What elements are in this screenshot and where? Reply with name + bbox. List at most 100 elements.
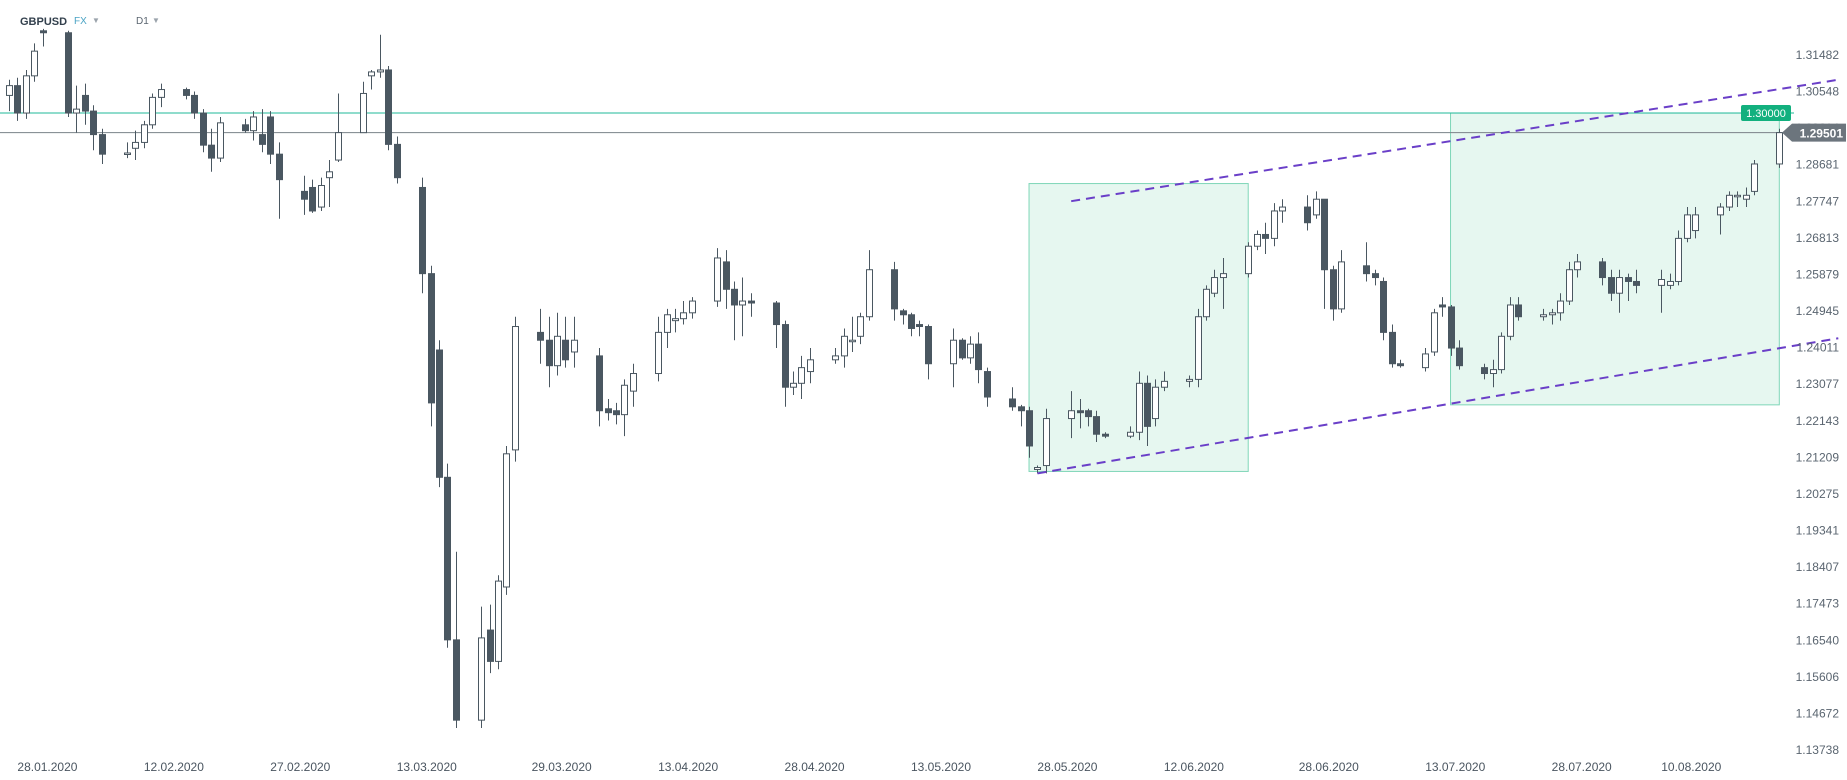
channel-trendline[interactable] (1071, 78, 1839, 203)
candle[interactable] (984, 367, 991, 407)
candle[interactable] (444, 463, 451, 648)
candle[interactable] (428, 265, 435, 427)
candle[interactable] (267, 111, 274, 164)
candle[interactable] (1616, 269, 1623, 313)
candle[interactable] (672, 308, 679, 333)
candle[interactable] (90, 105, 97, 151)
candle[interactable] (1566, 261, 1573, 305)
candle[interactable] (149, 93, 156, 129)
candle[interactable] (183, 87, 190, 100)
candle[interactable] (1161, 371, 1168, 392)
candle[interactable] (1018, 404, 1025, 427)
candle[interactable] (866, 250, 873, 321)
candle[interactable] (1515, 297, 1522, 321)
candle[interactable] (503, 445, 510, 595)
candle[interactable] (217, 116, 224, 163)
candle[interactable] (748, 293, 755, 317)
candle[interactable] (301, 175, 308, 215)
level-badge[interactable]: 1.30000 (1741, 105, 1791, 122)
candle[interactable] (309, 179, 316, 213)
candle[interactable] (1195, 308, 1202, 388)
candle[interactable] (1743, 187, 1750, 208)
candle[interactable] (554, 312, 561, 376)
candle[interactable] (1085, 408, 1092, 427)
candle[interactable] (1262, 222, 1269, 255)
candle[interactable] (1338, 250, 1345, 313)
candle[interactable] (1540, 308, 1547, 321)
candle[interactable] (950, 328, 957, 388)
candle[interactable] (1127, 426, 1134, 439)
candle[interactable] (335, 93, 342, 163)
candle[interactable] (1439, 297, 1446, 317)
candle[interactable] (1574, 254, 1581, 278)
candle[interactable] (1481, 363, 1488, 380)
candle[interactable] (1549, 308, 1556, 325)
candle[interactable] (1211, 269, 1218, 298)
candle[interactable] (1102, 432, 1109, 439)
candle[interactable] (832, 348, 839, 364)
candle[interactable] (1633, 269, 1640, 294)
candle[interactable] (453, 551, 460, 728)
candle[interactable] (242, 118, 249, 133)
candle[interactable] (916, 320, 923, 337)
candle[interactable] (1557, 293, 1564, 321)
candle[interactable] (1776, 128, 1783, 168)
candle[interactable] (1321, 198, 1328, 309)
candle[interactable] (1507, 297, 1514, 341)
candle[interactable] (1422, 348, 1429, 372)
candle[interactable] (1220, 257, 1227, 309)
candle[interactable] (537, 308, 544, 364)
market-selector[interactable]: FX (74, 16, 87, 27)
candle[interactable] (31, 43, 38, 82)
candle[interactable] (1667, 273, 1674, 290)
candle[interactable] (99, 128, 106, 164)
candle[interactable] (40, 28, 47, 47)
candle[interactable] (1380, 277, 1387, 341)
candle[interactable] (1448, 304, 1455, 356)
candle[interactable] (65, 30, 72, 117)
candle[interactable] (571, 316, 578, 368)
candle[interactable] (1599, 257, 1606, 286)
candle[interactable] (377, 34, 384, 78)
timeframe-selector[interactable]: D1 (136, 16, 149, 27)
chevron-down-icon[interactable]: ▼ (152, 16, 160, 25)
candle[interactable] (276, 142, 283, 219)
chevron-down-icon[interactable]: ▼ (92, 16, 100, 25)
candle[interactable] (200, 109, 207, 153)
candle[interactable] (1625, 273, 1632, 302)
candle[interactable] (1726, 191, 1733, 211)
candle[interactable] (6, 79, 13, 112)
candle[interactable] (360, 81, 367, 134)
candle[interactable] (1431, 308, 1438, 356)
candle[interactable] (613, 402, 620, 425)
candle[interactable] (1254, 230, 1261, 251)
candle[interactable] (680, 301, 687, 325)
candle[interactable] (318, 177, 325, 211)
candle[interactable] (925, 324, 932, 380)
candle[interactable] (1186, 375, 1193, 388)
candle[interactable] (1271, 203, 1278, 247)
candle[interactable] (731, 281, 738, 341)
candle[interactable] (782, 320, 789, 407)
candle[interactable] (1389, 324, 1396, 368)
candle[interactable] (158, 83, 165, 108)
candle[interactable] (478, 606, 485, 728)
candle[interactable] (1144, 375, 1151, 446)
candle[interactable] (250, 111, 257, 141)
candle[interactable] (1751, 160, 1758, 196)
candle[interactable] (967, 336, 974, 364)
candle[interactable] (723, 250, 730, 309)
candle[interactable] (790, 371, 797, 396)
candle[interactable] (1043, 408, 1050, 474)
candle[interactable] (1692, 207, 1699, 239)
candle[interactable] (512, 316, 519, 462)
candle[interactable] (82, 83, 89, 125)
candle[interactable] (689, 297, 696, 319)
candle[interactable] (1077, 398, 1084, 429)
candle[interactable] (1152, 379, 1159, 427)
candle[interactable] (1734, 191, 1741, 208)
candle[interactable] (664, 308, 671, 349)
candle[interactable] (487, 604, 494, 674)
candle[interactable] (394, 136, 401, 184)
candle[interactable] (1498, 332, 1505, 374)
